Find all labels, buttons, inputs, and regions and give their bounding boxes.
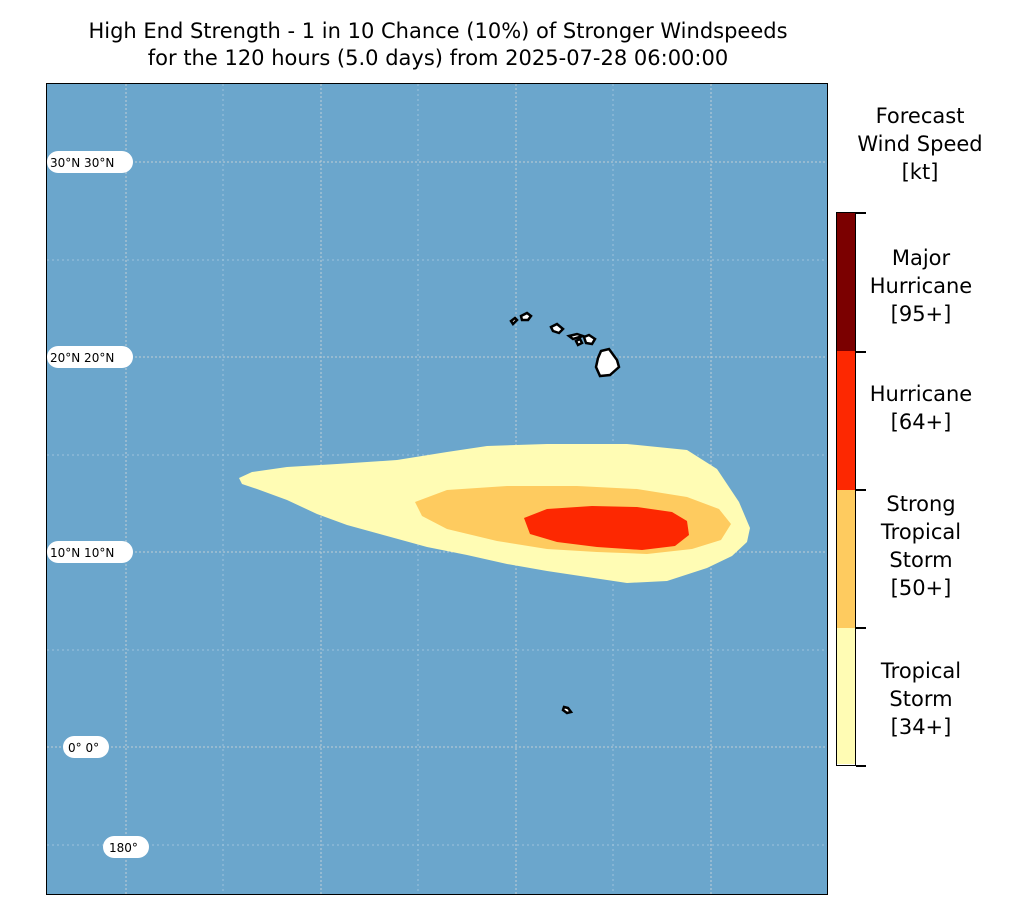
colorbar-tick [856, 212, 866, 214]
legend-title-line: [kt] [901, 160, 939, 184]
island-oahu [549, 322, 565, 335]
colorbar [836, 212, 856, 766]
colorbar-segment-hurricane [837, 351, 855, 490]
legend-label-line: Storm [889, 687, 953, 711]
island-lanai [574, 337, 584, 347]
lon-label-box [103, 836, 149, 858]
lat-label-box [47, 541, 133, 563]
map-title-line-1: High End Strength - 1 in 10 Chance (10%)… [88, 19, 788, 43]
map-title-line-2: for the 120 hours (5.0 days) from 2025-0… [147, 46, 729, 70]
lat-label-20n: 20°N 20°N [50, 351, 114, 365]
legend-label-line: Hurricane [869, 274, 973, 298]
legend-title-line: Wind Speed [857, 132, 983, 156]
legend-label-line: Strong [886, 492, 956, 516]
colorbar-tick [856, 351, 866, 353]
colorbar-tick [856, 765, 866, 767]
colorbar-segment-major-hurricane [837, 213, 855, 351]
legend-label-line: [95+] [890, 302, 952, 326]
island-niihau [509, 316, 519, 326]
island-johnston [561, 705, 574, 715]
map-canvas: 30°N 30°N 20°N 20°N 10°N 10°N 0° 0° 180° [47, 84, 827, 894]
legend-label-strong-tropical-storm: Strong Tropical Storm [50+] [850, 490, 992, 602]
lat-labels: 30°N 30°N 20°N 20°N 10°N 10°N 0° 0° 180° [47, 151, 149, 858]
lat-label-box [63, 736, 109, 758]
colorbar-tick [856, 627, 866, 629]
legend-label-line: Major [891, 246, 951, 270]
island-molokai [566, 332, 588, 341]
lat-label-0: 0° 0° [68, 741, 99, 755]
legend-label-line: [34+] [890, 715, 952, 739]
legend-label-line: Storm [889, 548, 953, 572]
legend-title: Forecast Wind Speed [kt] [840, 102, 1000, 186]
island-hawaii [594, 347, 621, 378]
legend-label-line: Tropical [880, 659, 962, 683]
lat-label-30n: 30°N 30°N [50, 156, 114, 170]
legend-title-line: Forecast [875, 104, 965, 128]
island-kauai [519, 311, 533, 322]
wind-speed-map[interactable]: 30°N 30°N 20°N 20°N 10°N 10°N 0° 0° 180° [46, 83, 828, 895]
lat-label-10n: 10°N 10°N [50, 546, 114, 560]
colorbar-segment-tropical-storm [837, 628, 855, 764]
legend-label-major-hurricane: Major Hurricane [95+] [850, 244, 992, 328]
lon-label-180: 180° [109, 841, 138, 855]
colorbar-tick [856, 489, 866, 491]
hurricane-swath [524, 506, 689, 550]
hawaiian-islands [509, 311, 621, 715]
lat-label-box [47, 346, 133, 368]
island-maui [582, 333, 597, 346]
legend-label-hurricane: Hurricane [64+] [850, 380, 992, 436]
legend-label-line: [64+] [890, 410, 952, 434]
legend-label-tropical-storm: Tropical Storm [34+] [850, 657, 992, 741]
legend-label-line: [50+] [890, 576, 952, 600]
colorbar-segment-strong-tropical-storm [837, 490, 855, 628]
legend-label-line: Hurricane [869, 382, 973, 406]
legend-label-line: Tropical [880, 520, 962, 544]
lat-label-box [47, 151, 133, 173]
